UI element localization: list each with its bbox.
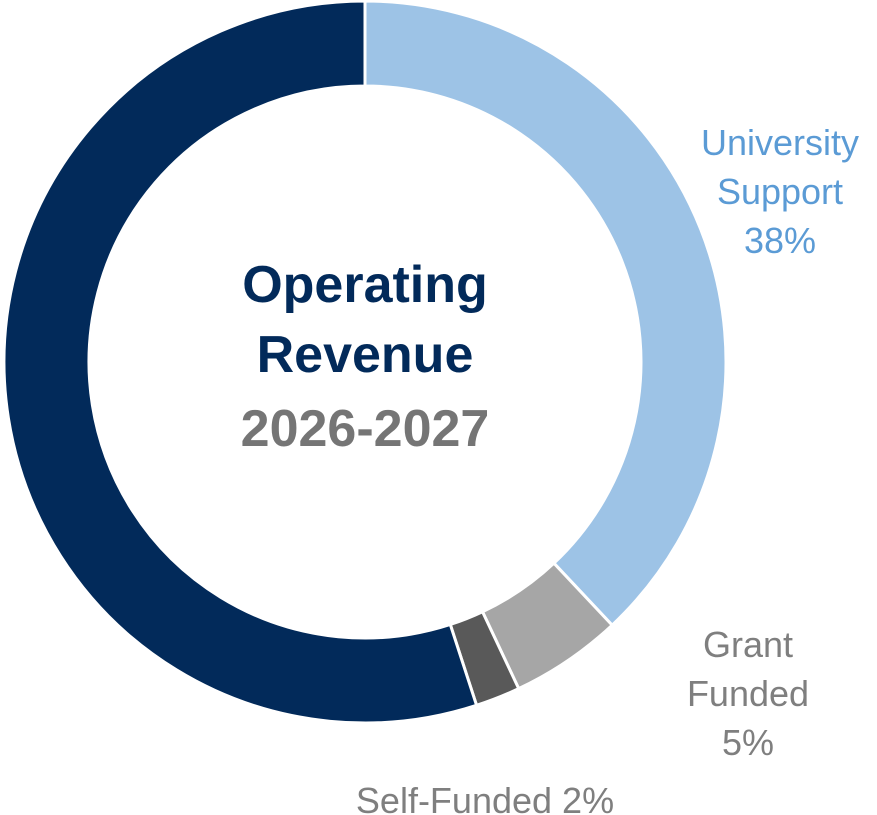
slice-label: University Support 38% [680,118,877,265]
donut-segment [363,0,728,628]
chart-title: Operating Revenue [242,256,488,384]
slice-label: Grant Funded 5% [648,620,848,767]
donut-segment [2,0,479,725]
slice-value: 38% [743,220,817,261]
slice-value: 2% [562,780,615,815]
slice-category: Grant Funded [686,624,810,714]
chart-subtitle: 2026-2027 [240,400,490,458]
slice-value: 5% [721,722,775,763]
center-text: Operating Revenue 2026-2027 [185,250,545,464]
slice-category: University Support [700,122,860,212]
slice-category: Self-Funded [355,780,553,815]
slice-label: Self-Funded 2% [300,776,670,815]
